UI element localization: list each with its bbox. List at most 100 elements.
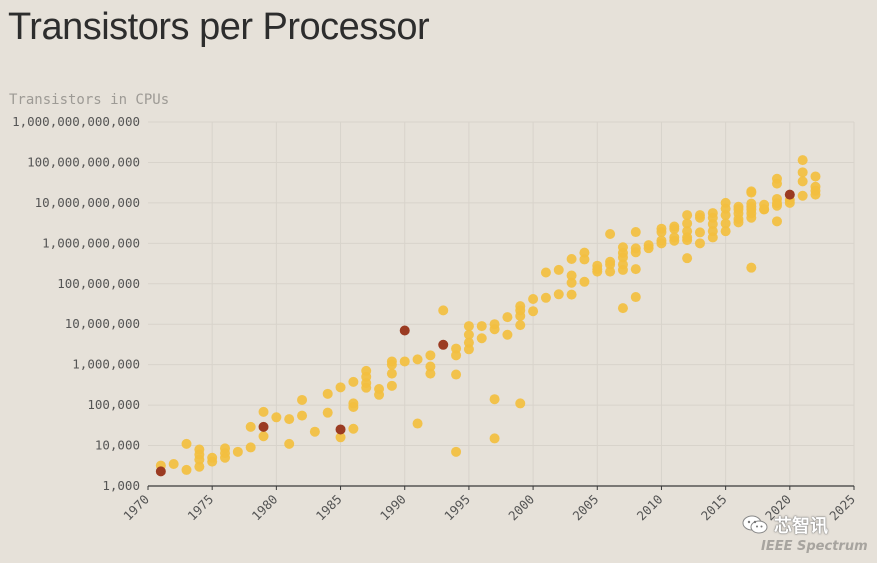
data-point xyxy=(682,210,693,221)
data-point xyxy=(284,414,295,425)
data-point xyxy=(348,401,359,412)
data-point xyxy=(797,167,808,178)
data-point xyxy=(553,264,564,275)
data-point xyxy=(694,212,705,223)
data-point xyxy=(694,238,705,249)
data-point xyxy=(630,264,641,275)
data-point xyxy=(207,452,218,463)
y-tick-label: 1,000,000,000 xyxy=(42,235,140,250)
data-point xyxy=(707,232,718,243)
x-tick-label: 2005 xyxy=(569,492,601,524)
data-point xyxy=(399,356,410,367)
data-point xyxy=(720,226,731,237)
data-point xyxy=(489,324,500,335)
data-point xyxy=(694,227,705,238)
data-point xyxy=(220,452,231,463)
data-point xyxy=(528,306,539,317)
x-tick-label: 1985 xyxy=(313,492,345,524)
data-point xyxy=(258,431,269,442)
data-point xyxy=(617,264,628,275)
x-tick-label: 2000 xyxy=(505,492,537,524)
data-point xyxy=(605,266,616,277)
data-point xyxy=(194,461,205,472)
data-point xyxy=(784,197,795,208)
data-point xyxy=(617,303,628,314)
data-point xyxy=(720,210,731,221)
data-point xyxy=(335,382,346,393)
data-point xyxy=(451,350,462,361)
highlighted-data-point xyxy=(155,466,166,477)
data-point xyxy=(361,382,372,393)
data-point xyxy=(797,155,808,166)
data-point xyxy=(605,229,616,240)
data-point xyxy=(463,321,474,332)
data-point xyxy=(463,344,474,355)
data-point xyxy=(181,438,192,449)
data-point xyxy=(707,219,718,230)
data-point xyxy=(425,368,436,379)
data-point xyxy=(502,312,513,323)
data-point xyxy=(617,252,628,263)
data-point xyxy=(322,407,333,418)
data-point xyxy=(810,189,821,200)
data-point xyxy=(656,238,667,249)
data-point xyxy=(605,259,616,270)
data-point xyxy=(733,217,744,228)
wechat-watermark-text: 芯智讯 xyxy=(774,516,828,537)
data-point xyxy=(515,320,526,331)
data-point xyxy=(412,354,423,365)
data-point xyxy=(682,218,693,229)
data-point xyxy=(759,204,770,215)
data-point xyxy=(463,329,474,340)
y-tick-label: 1,000 xyxy=(102,478,140,493)
y-tick-label: 10,000,000,000 xyxy=(35,195,140,210)
data-point xyxy=(258,406,269,417)
data-point xyxy=(386,380,397,391)
data-point xyxy=(540,267,551,278)
data-point xyxy=(297,410,308,421)
data-point xyxy=(425,361,436,372)
data-point xyxy=(309,426,320,437)
highlighted-data-point xyxy=(399,325,410,336)
data-point xyxy=(502,329,513,340)
data-point xyxy=(720,218,731,229)
data-point xyxy=(630,292,641,303)
axes xyxy=(147,485,855,490)
data-point xyxy=(168,458,179,469)
highlighted-data-point xyxy=(438,339,449,350)
x-tick-label: 2025 xyxy=(826,492,858,524)
data-point xyxy=(194,444,205,455)
highlighted-data-point xyxy=(335,424,346,435)
data-point xyxy=(592,266,603,277)
x-tick-label: 1995 xyxy=(441,492,473,524)
data-point xyxy=(579,276,590,287)
data-point xyxy=(348,376,359,387)
y-tick-label: 100,000 xyxy=(87,397,140,412)
x-tick-label: 1990 xyxy=(377,492,409,524)
data-point xyxy=(746,262,757,273)
data-point xyxy=(476,321,487,332)
data-point xyxy=(771,178,782,189)
x-tick-label: 1975 xyxy=(184,492,216,524)
data-point xyxy=(669,235,680,246)
x-tick-label: 1970 xyxy=(120,492,152,524)
data-point xyxy=(348,423,359,434)
y-tick-label: 1,000,000 xyxy=(72,357,140,372)
data-point xyxy=(515,310,526,321)
data-point xyxy=(566,253,577,264)
data-point xyxy=(438,305,449,316)
data-point xyxy=(284,438,295,449)
chart-title: Transistors per Processor xyxy=(8,6,430,48)
data-point xyxy=(232,446,243,457)
x-tick-label: 1980 xyxy=(249,492,281,524)
data-point xyxy=(271,412,282,423)
highlighted-data-point xyxy=(784,189,795,200)
data-point xyxy=(245,421,256,432)
data-points xyxy=(155,155,821,477)
ieee-spectrum-logo: IEEE Spectrum xyxy=(761,539,868,554)
data-point xyxy=(181,464,192,475)
data-point xyxy=(540,292,551,303)
data-point xyxy=(656,227,667,238)
data-point xyxy=(220,443,231,454)
